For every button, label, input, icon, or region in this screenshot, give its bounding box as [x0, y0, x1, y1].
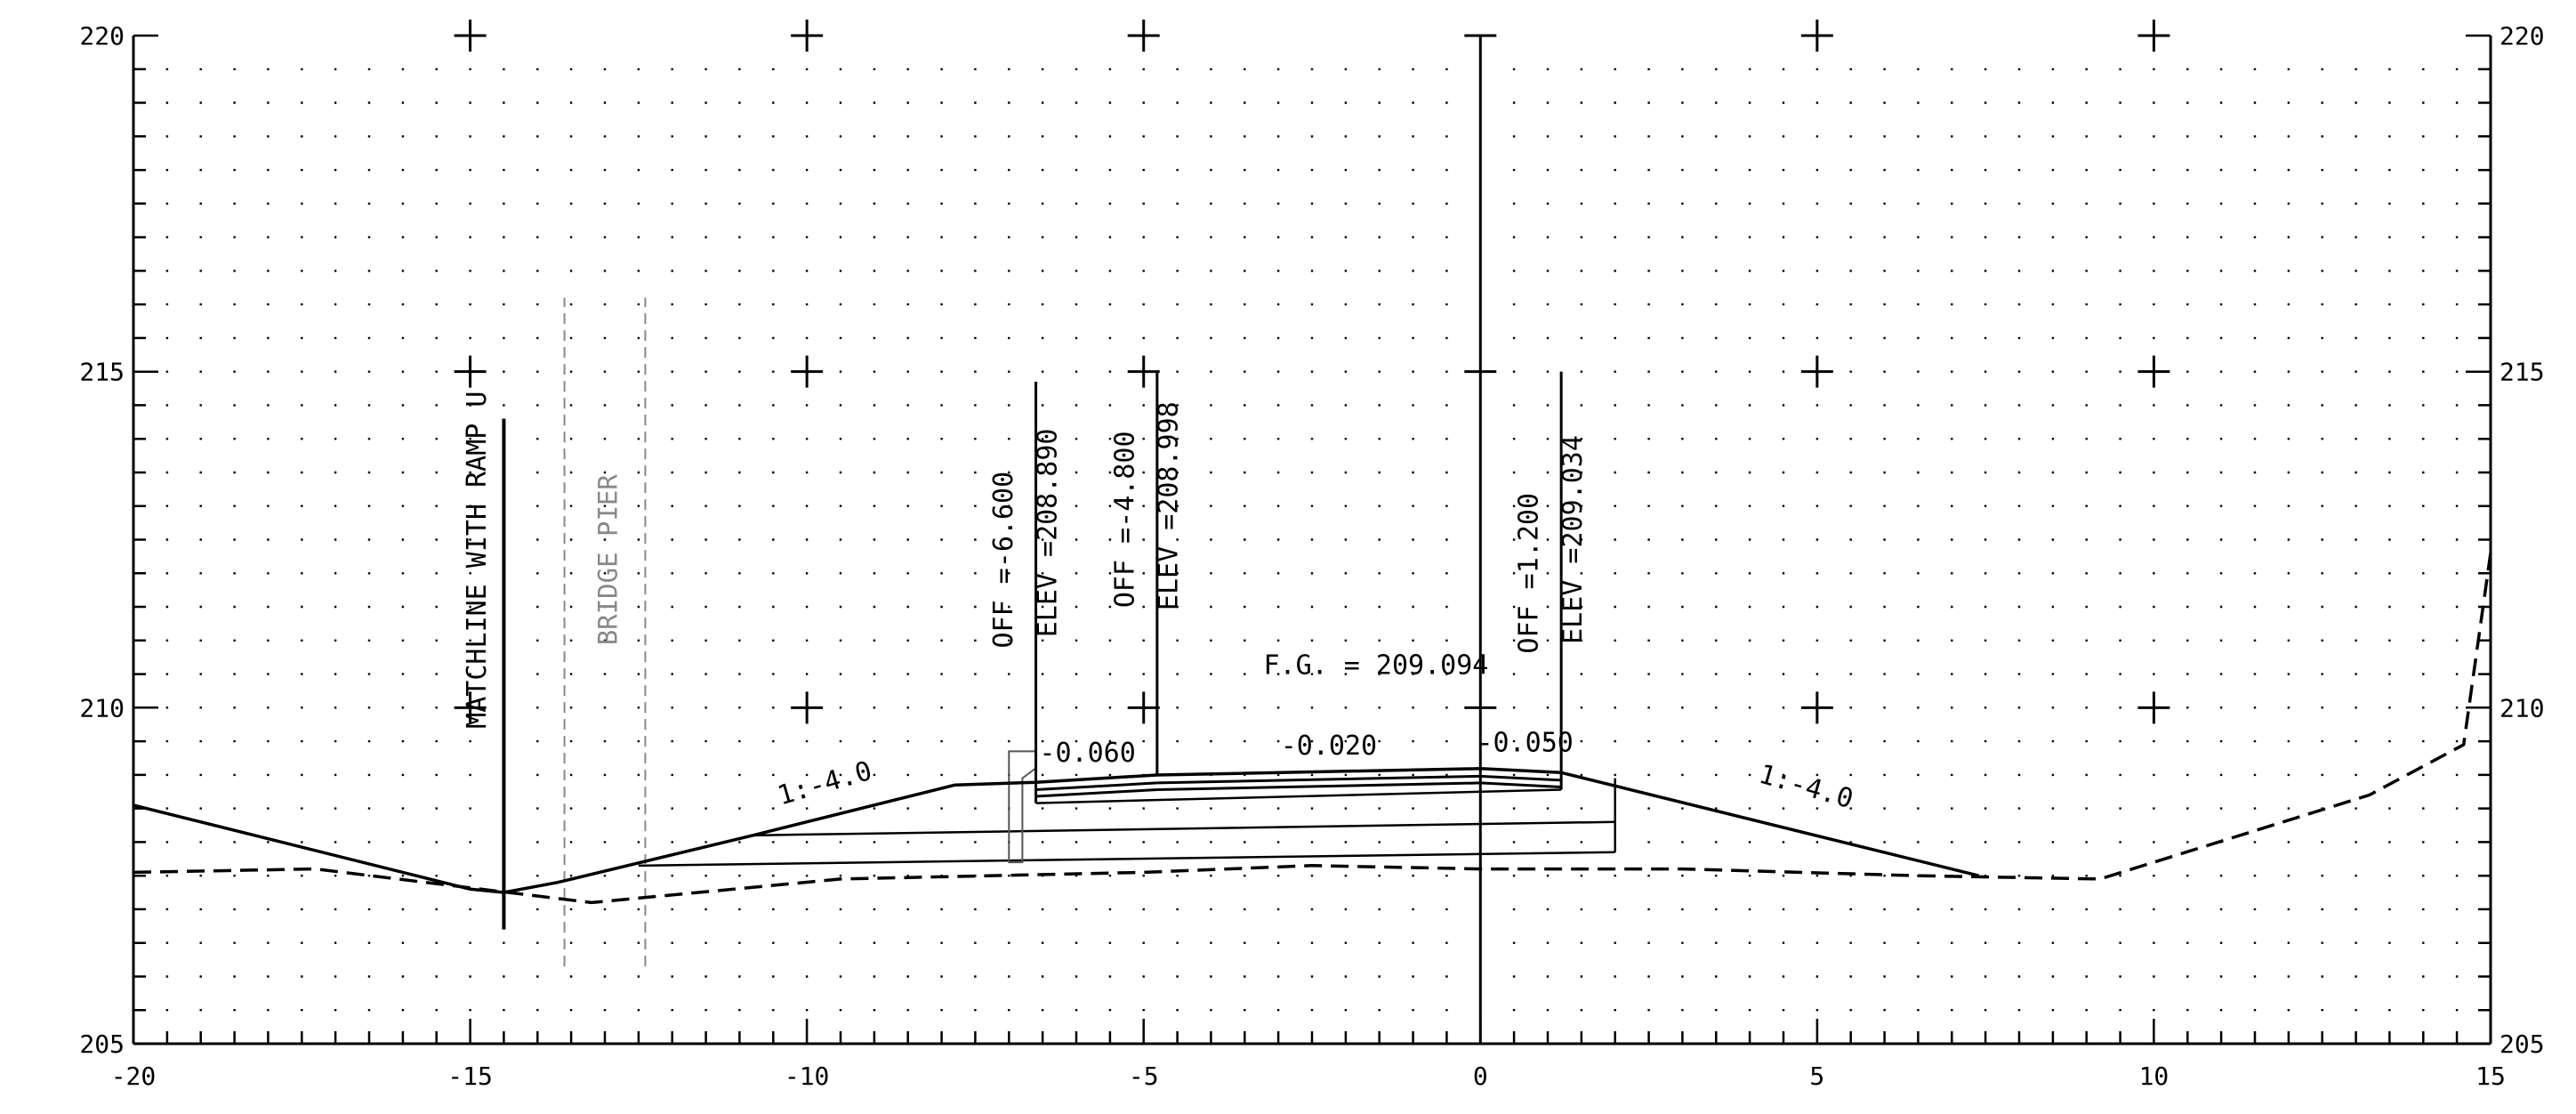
- tick-marks: [132, 34, 2492, 1045]
- y-tick-label-right: 210: [2500, 693, 2545, 722]
- y-tick-label-right: 205: [2500, 1029, 2545, 1059]
- annotations: MATCHLINE WITH RAMP U BRIDGE PIER OFF =-6.…: [462, 392, 1856, 816]
- elevation-label: ELEV =208.890: [1032, 428, 1063, 637]
- pavement-layer: [1480, 774, 1562, 782]
- pavement-layer: [1156, 781, 1481, 791]
- y-tick-label-left: 210: [79, 693, 125, 722]
- subbase-line: [638, 851, 1615, 868]
- x-tick-label: -5: [1129, 1062, 1159, 1091]
- roadway-structure: [502, 297, 1616, 967]
- cross-slope-label: -0.020: [1281, 731, 1377, 762]
- pavement-layer: [1035, 788, 1562, 804]
- dotted-grid: [165, 68, 2459, 1012]
- x-tick-label: -15: [447, 1062, 493, 1091]
- x-tick-label: -20: [111, 1062, 157, 1091]
- matchline-label: MATCHLINE WITH RAMP U: [462, 392, 493, 729]
- major-crosses: [454, 20, 2170, 724]
- pavement-layer: [1035, 787, 1157, 798]
- x-tick-label: 5: [1809, 1062, 1824, 1091]
- finished-grade-label: F.G. = 209.094: [1263, 650, 1488, 682]
- profile-lines: [133, 553, 2492, 905]
- x-tick-label: 15: [2475, 1062, 2506, 1091]
- cross-slope-label: -0.050: [1477, 727, 1574, 758]
- y-tick-label-right: 215: [2500, 358, 2545, 387]
- offset-label: OFF =-6.600: [988, 472, 1019, 649]
- elevation-label: ELEV =209.034: [1558, 435, 1589, 644]
- axis-ticks: [132, 34, 2492, 1045]
- grid-crosses: [454, 20, 2170, 724]
- x-tick-label: -10: [785, 1062, 830, 1091]
- offset-label: OFF =1.200: [1514, 493, 1545, 654]
- tick-labels: -20 -15 -10 -5 0 5 10 15 205 210 215 220 205 210 215 22…: [79, 21, 2544, 1091]
- y-tick-label-left: 205: [79, 1029, 125, 1059]
- offset-label: OFF =-4.800: [1109, 431, 1140, 608]
- y-tick-label-right: 220: [2500, 21, 2545, 51]
- base-line: [753, 820, 1615, 837]
- elevation-label: ELEV =208.998: [1154, 401, 1185, 610]
- y-tick-label-left: 220: [79, 21, 125, 51]
- pavement-layer: [1156, 774, 1481, 785]
- x-tick-label: 0: [1473, 1062, 1488, 1091]
- pavement-layer: [1035, 781, 1157, 791]
- y-tick-label-left: 215: [79, 358, 125, 387]
- bridge-pier-label: BRIDGE PIER: [593, 474, 624, 646]
- grid-dots: [165, 68, 2459, 1012]
- existing-ground-line: [133, 553, 2492, 905]
- x-tick-label: 10: [2139, 1062, 2169, 1091]
- cross-slope-label: -0.060: [1039, 738, 1135, 769]
- pavement-layer: [1480, 781, 1562, 788]
